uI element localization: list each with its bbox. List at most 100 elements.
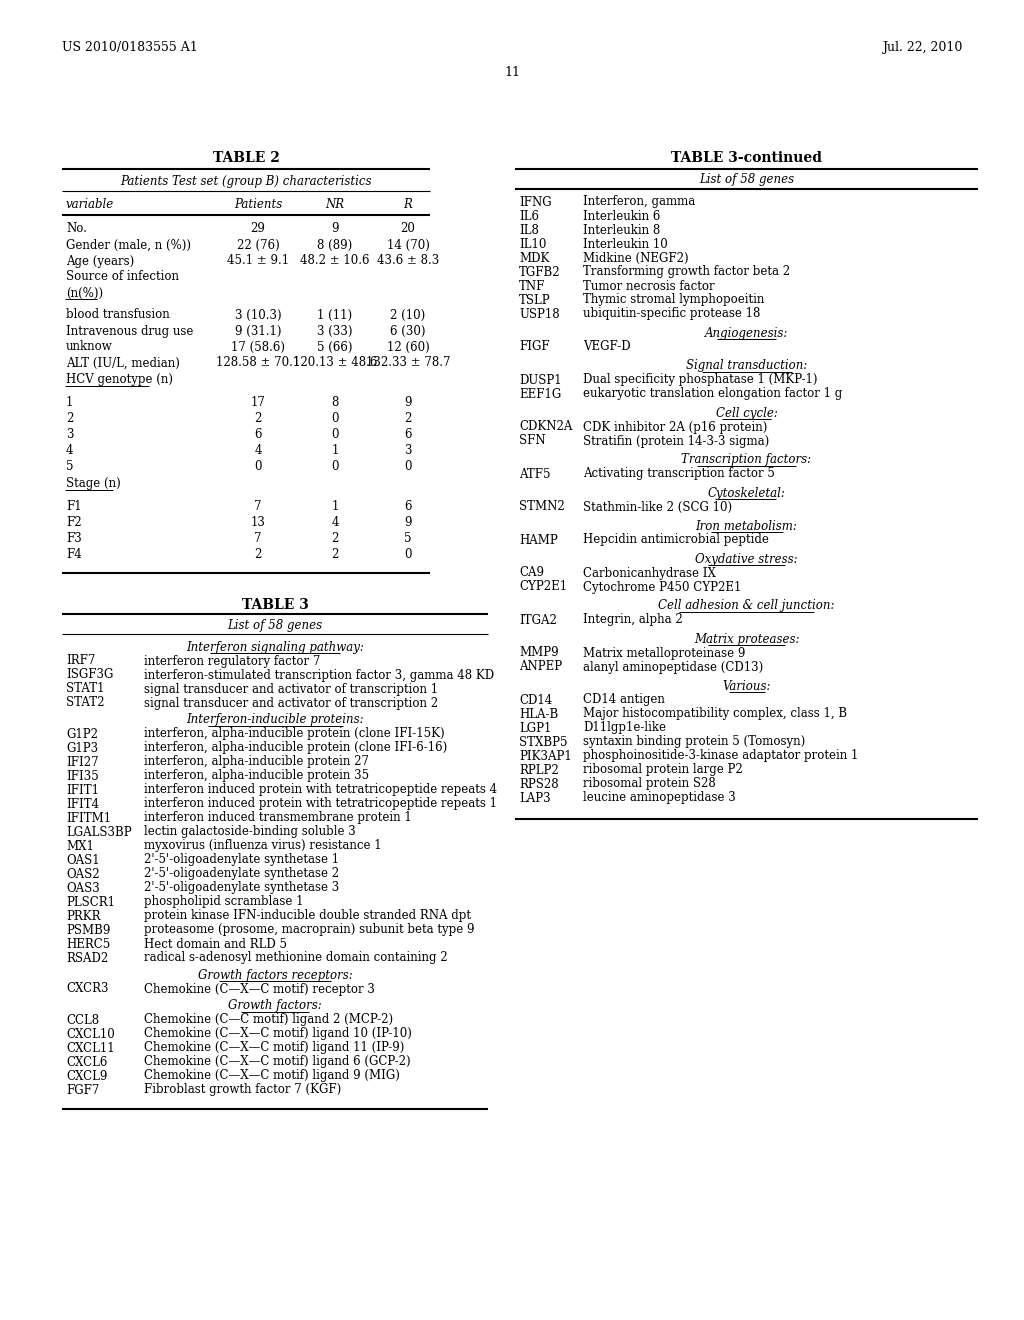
Text: myxovirus (influenza virus) resistance 1: myxovirus (influenza virus) resistance 1 [144,840,382,853]
Text: Hect domain and RLD 5: Hect domain and RLD 5 [144,937,287,950]
Text: Matrix proteases:: Matrix proteases: [693,632,800,645]
Text: ATF5: ATF5 [519,467,551,480]
Text: STAT2: STAT2 [66,697,104,710]
Text: PLSCR1: PLSCR1 [66,895,115,908]
Text: 2'-5'-oligoadenylate synthetase 1: 2'-5'-oligoadenylate synthetase 1 [144,854,339,866]
Text: 128.58 ± 70.1: 128.58 ± 70.1 [216,356,300,370]
Text: Fibroblast growth factor 7 (KGF): Fibroblast growth factor 7 (KGF) [144,1084,341,1097]
Text: FGF7: FGF7 [66,1084,99,1097]
Text: IFI35: IFI35 [66,770,98,783]
Text: 9: 9 [404,396,412,409]
Text: ITGA2: ITGA2 [519,614,557,627]
Text: 2 (10): 2 (10) [390,309,426,322]
Text: Activating transcription factor 5: Activating transcription factor 5 [583,467,775,480]
Text: phosphoinositide-3-kinase adaptator protein 1: phosphoinositide-3-kinase adaptator prot… [583,750,858,763]
Text: ANPEP: ANPEP [519,660,562,673]
Text: interferon induced protein with tetratricopeptide repeats 1: interferon induced protein with tetratri… [144,797,497,810]
Text: Chemokine (C—X—C motif) ligand 6 (GCP-2): Chemokine (C—X—C motif) ligand 6 (GCP-2) [144,1056,411,1068]
Text: Chemokine (C—X—C motif) ligand 9 (MIG): Chemokine (C—X—C motif) ligand 9 (MIG) [144,1069,400,1082]
Text: OAS3: OAS3 [66,882,99,895]
Text: Interleukin 10: Interleukin 10 [583,238,668,251]
Text: blood transfusion: blood transfusion [66,309,170,322]
Text: Transforming growth factor beta 2: Transforming growth factor beta 2 [583,265,791,279]
Text: LGALS3BP: LGALS3BP [66,825,132,838]
Text: CXCL10: CXCL10 [66,1027,115,1040]
Text: 0: 0 [404,549,412,561]
Text: Hepcidin antimicrobial peptide: Hepcidin antimicrobial peptide [583,533,769,546]
Text: TSLP: TSLP [519,293,551,306]
Text: Intravenous drug use: Intravenous drug use [66,325,194,338]
Text: interferon, alpha-inducible protein 35: interferon, alpha-inducible protein 35 [144,770,369,783]
Text: 0: 0 [331,461,339,474]
Text: interferon, alpha-inducible protein (clone IFI-6-16): interferon, alpha-inducible protein (clo… [144,742,447,755]
Text: CD14 antigen: CD14 antigen [583,693,665,706]
Text: 2: 2 [404,412,412,425]
Text: 0: 0 [404,461,412,474]
Text: Age (years): Age (years) [66,255,134,268]
Text: IFI27: IFI27 [66,755,98,768]
Text: ISGF3G: ISGF3G [66,668,114,681]
Text: 6 (30): 6 (30) [390,325,426,338]
Text: 6: 6 [404,500,412,513]
Text: List of 58 genes: List of 58 genes [699,173,794,186]
Text: STXBP5: STXBP5 [519,735,567,748]
Text: interferon, alpha-inducible protein (clone IFI-15K): interferon, alpha-inducible protein (clo… [144,727,444,741]
Text: lectin galactoside-binding soluble 3: lectin galactoside-binding soluble 3 [144,825,355,838]
Text: F2: F2 [66,516,82,529]
Text: DUSP1: DUSP1 [519,374,561,387]
Text: interferon regulatory factor 7: interferon regulatory factor 7 [144,655,321,668]
Text: eukaryotic translation elongation factor 1 g: eukaryotic translation elongation factor… [583,388,843,400]
Text: 6: 6 [404,429,412,441]
Text: MDK: MDK [519,252,549,264]
Text: Jul. 22, 2010: Jul. 22, 2010 [882,41,962,54]
Text: 8: 8 [332,396,339,409]
Text: F1: F1 [66,500,82,513]
Text: Transcription factors:: Transcription factors: [681,454,812,466]
Text: LAP3: LAP3 [519,792,551,804]
Text: variable: variable [66,198,115,211]
Text: leucine aminopeptidase 3: leucine aminopeptidase 3 [583,792,736,804]
Text: Oxydative stress:: Oxydative stress: [695,553,798,565]
Text: G1P3: G1P3 [66,742,98,755]
Text: CD14: CD14 [519,693,552,706]
Text: OAS2: OAS2 [66,867,99,880]
Text: IL8: IL8 [519,223,539,236]
Text: Chemokine (C—X—C motif) ligand 10 (IP-10): Chemokine (C—X—C motif) ligand 10 (IP-10… [144,1027,412,1040]
Text: CDK inhibitor 2A (p16 protein): CDK inhibitor 2A (p16 protein) [583,421,767,433]
Text: Midkine (NEGF2): Midkine (NEGF2) [583,252,688,264]
Text: CA9: CA9 [519,566,544,579]
Text: FIGF: FIGF [519,341,550,354]
Text: phospholipid scramblase 1: phospholipid scramblase 1 [144,895,303,908]
Text: IL10: IL10 [519,238,547,251]
Text: MX1: MX1 [66,840,94,853]
Text: CDKN2A: CDKN2A [519,421,572,433]
Text: VEGF-D: VEGF-D [583,341,631,354]
Text: unknow: unknow [66,341,113,354]
Text: Growth factors receptors:: Growth factors receptors: [198,969,352,982]
Text: 3 (33): 3 (33) [317,325,352,338]
Text: Growth factors:: Growth factors: [228,999,322,1012]
Text: Tumor necrosis factor: Tumor necrosis factor [583,280,715,293]
Text: IFIT4: IFIT4 [66,797,99,810]
Text: CCL8: CCL8 [66,1014,99,1027]
Text: 8 (89): 8 (89) [317,239,352,252]
Text: 13: 13 [251,516,265,529]
Text: Chemokine (C—X—C motif) ligand 11 (IP-9): Chemokine (C—X—C motif) ligand 11 (IP-9) [144,1041,404,1055]
Text: SFN: SFN [519,434,546,447]
Text: NR: NR [326,198,344,211]
Text: PRKR: PRKR [66,909,100,923]
Text: Dual specificity phosphatase 1 (MKP-1): Dual specificity phosphatase 1 (MKP-1) [583,374,817,387]
Text: 4: 4 [66,445,74,458]
Text: 2: 2 [332,532,339,545]
Text: 7: 7 [254,500,262,513]
Text: 29: 29 [251,223,265,235]
Text: MMP9: MMP9 [519,647,559,660]
Text: PIK3AP1: PIK3AP1 [519,750,571,763]
Text: Stathmin-like 2 (SCG 10): Stathmin-like 2 (SCG 10) [583,500,732,513]
Text: 43.6 ± 8.3: 43.6 ± 8.3 [377,255,439,268]
Text: HCV genotype (n): HCV genotype (n) [66,372,173,385]
Text: Major histocompatibility complex, class 1, B: Major histocompatibility complex, class … [583,708,847,721]
Text: Chemokine (C—C motif) ligand 2 (MCP-2): Chemokine (C—C motif) ligand 2 (MCP-2) [144,1014,393,1027]
Text: 6: 6 [254,429,262,441]
Text: Interferon-inducible proteins:: Interferon-inducible proteins: [186,714,364,726]
